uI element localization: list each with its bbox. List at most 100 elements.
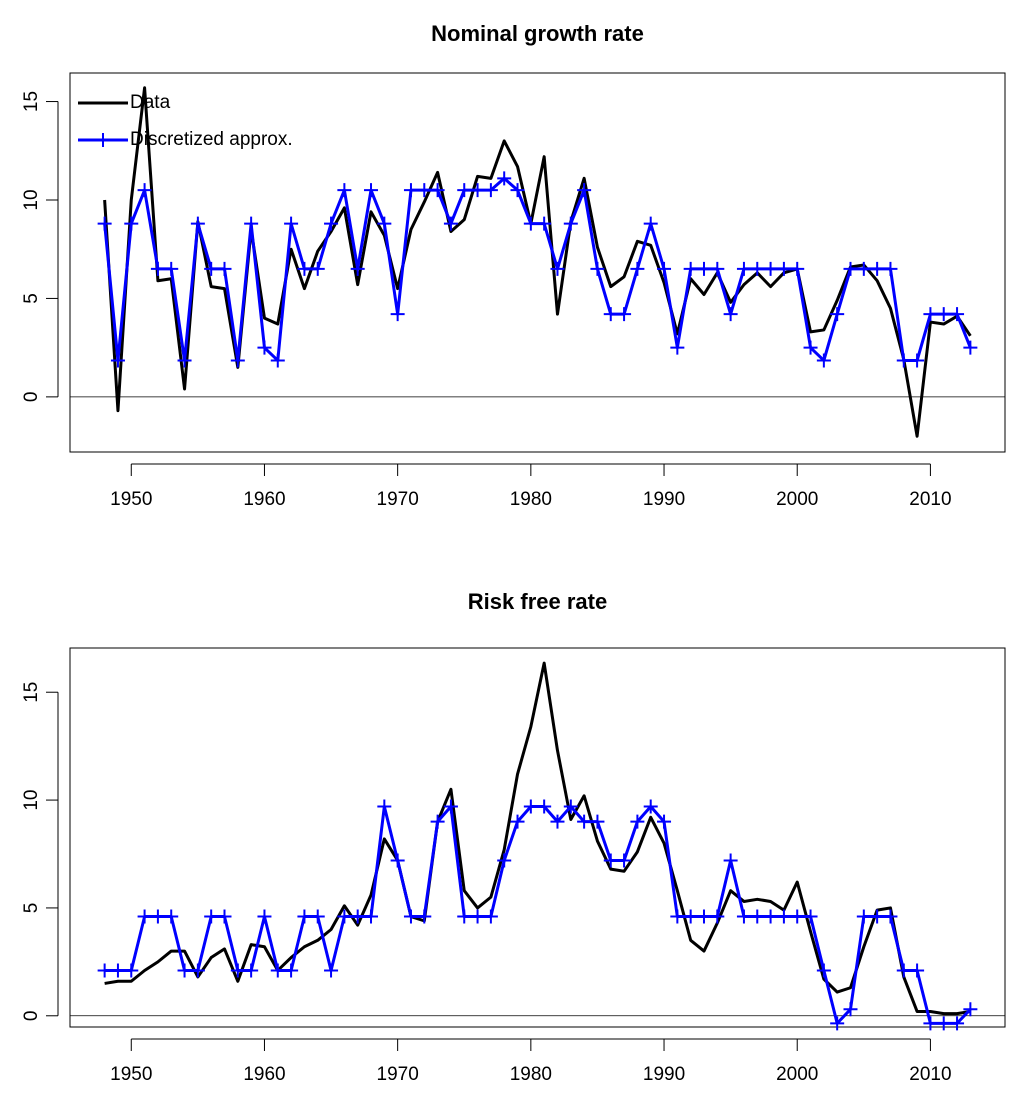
point-marker [110,353,125,368]
x-tick-label: 2010 [909,1064,951,1085]
point-marker [683,909,698,924]
point-marker [270,963,285,978]
point-marker [470,909,485,924]
x-tick-label: 2010 [909,489,951,510]
point-marker [683,261,698,276]
point-marker [537,216,552,231]
point-marker [497,171,512,186]
point-marker [523,799,538,814]
point-marker [377,799,392,814]
point-marker [190,216,205,231]
point-marker [297,261,312,276]
point-marker [696,261,711,276]
legend-label: Data [130,92,171,113]
point-marker [537,799,552,814]
x-tick-label: 1970 [377,1064,419,1085]
x-tick-label: 1980 [510,489,552,510]
point-marker [750,909,765,924]
point-marker [723,307,738,322]
point-marker [124,963,139,978]
point-marker [230,963,245,978]
point-marker [284,216,299,231]
point-marker [910,963,925,978]
point-marker [590,814,605,829]
point-marker [177,353,192,368]
y-tick-label: 5 [21,903,42,914]
point-marker [883,909,898,924]
point-marker [630,814,645,829]
point-marker [843,261,858,276]
point-marker [164,909,179,924]
point-marker [657,261,672,276]
point-marker [324,963,339,978]
point-marker [870,909,885,924]
point-marker [816,963,831,978]
point-marker [190,963,205,978]
point-marker [763,261,778,276]
point-marker [244,216,259,231]
point-marker [124,216,139,231]
point-marker [284,963,299,978]
point-marker [510,814,525,829]
point-marker [417,909,432,924]
point-marker [217,261,232,276]
point-marker [856,261,871,276]
point-marker [950,307,965,322]
point-marker [963,340,978,355]
chart-title: Nominal growth rate [431,21,644,46]
point-marker [856,909,871,924]
point-marker [97,963,112,978]
point-marker [390,307,405,322]
point-marker [350,909,365,924]
point-marker [830,307,845,322]
point-marker [217,909,232,924]
point-marker [896,963,911,978]
x-tick-label: 1970 [377,489,419,510]
x-tick-label: 2000 [776,489,818,510]
point-marker [550,261,565,276]
point-marker [150,261,165,276]
point-marker [723,853,738,868]
point-marker [390,853,405,868]
point-marker [910,353,925,368]
point-marker [230,353,245,368]
point-marker [310,909,325,924]
y-tick-label: 5 [21,293,42,304]
point-marker [803,340,818,355]
point-marker [364,183,379,198]
y-tick-label: 15 [21,91,42,112]
point-marker [403,183,418,198]
point-marker [430,814,445,829]
point-marker [310,261,325,276]
point-marker [164,261,179,276]
point-marker [790,909,805,924]
point-marker [936,1016,951,1031]
y-tick-label: 0 [21,392,42,403]
point-marker [443,799,458,814]
x-tick-label: 1990 [643,489,685,510]
point-marker [776,261,791,276]
point-marker [204,261,219,276]
point-marker [816,353,831,368]
point-marker [550,814,565,829]
point-marker [736,261,751,276]
point-marker [923,307,938,322]
point-marker [670,340,685,355]
point-marker [523,216,538,231]
x-tick-label: 1980 [510,1064,552,1085]
point-marker [350,261,365,276]
point-marker [590,261,605,276]
point-marker [364,909,379,924]
point-marker [577,183,592,198]
point-marker [670,909,685,924]
point-marker [337,183,352,198]
point-marker [110,963,125,978]
x-tick-label: 1950 [110,1064,152,1085]
point-marker [617,853,632,868]
point-marker [257,340,272,355]
point-marker [750,261,765,276]
point-marker [657,814,672,829]
point-marker [896,353,911,368]
point-marker [643,799,658,814]
